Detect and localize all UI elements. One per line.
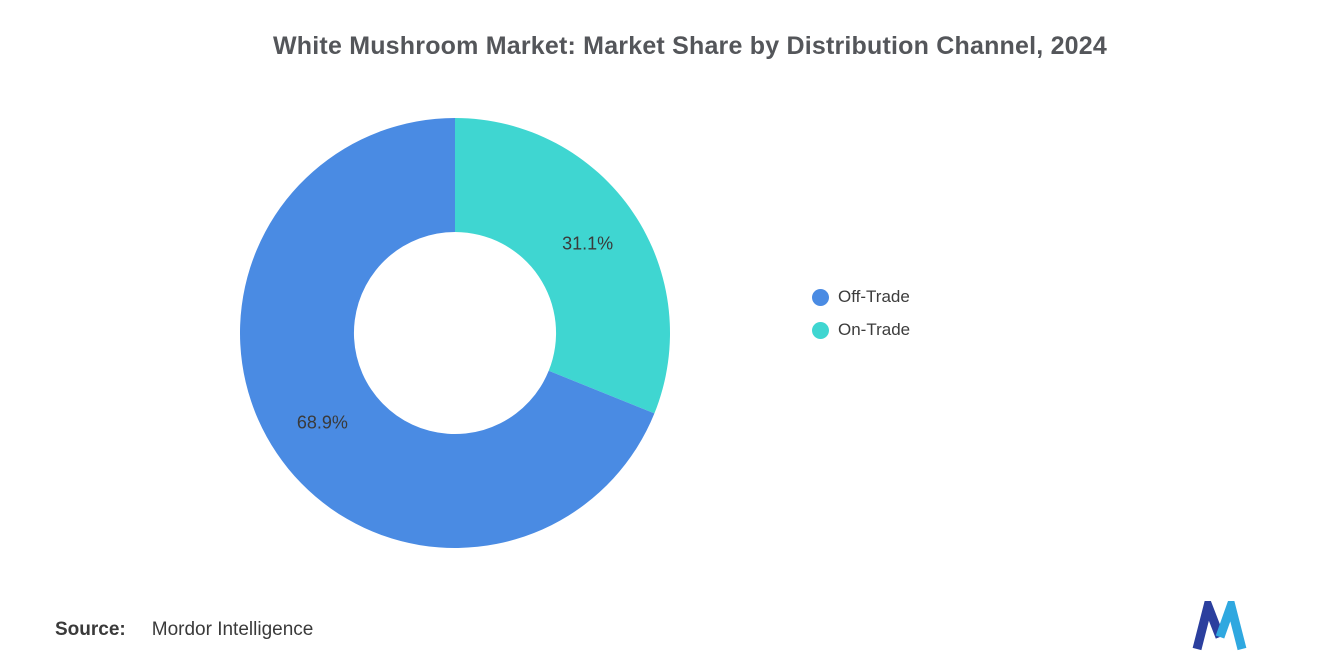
source-row: Source: Mordor Intelligence	[55, 619, 313, 641]
donut-chart: 31.1% 68.9%	[240, 118, 670, 548]
donut-slice-on-trade	[455, 118, 670, 414]
slice-label-off-trade: 68.9%	[297, 413, 348, 433]
chart-title: White Mushroom Market: Market Share by D…	[273, 32, 1107, 60]
legend-marker-off-trade	[812, 288, 829, 306]
logo-left-stroke	[1192, 601, 1225, 651]
donut-slice-off-trade	[240, 118, 655, 548]
logo-right-stroke	[1215, 601, 1247, 651]
source-value: Mordor Intelligence	[151, 619, 314, 640]
mordor-intelligence-logo	[1192, 601, 1247, 651]
legend-label-off-trade: Off-Trade	[838, 287, 910, 306]
legend-marker-on-trade	[812, 321, 829, 339]
legend-item-on-trade: On-Trade	[812, 320, 910, 340]
slice-label-on-trade: 31.1%	[562, 233, 613, 253]
legend-item-off-trade: Off-Trade	[812, 287, 910, 307]
legend: Off-Trade On-Trade	[812, 287, 910, 340]
legend-label-on-trade: On-Trade	[838, 320, 911, 339]
source-label: Source:	[55, 619, 126, 640]
